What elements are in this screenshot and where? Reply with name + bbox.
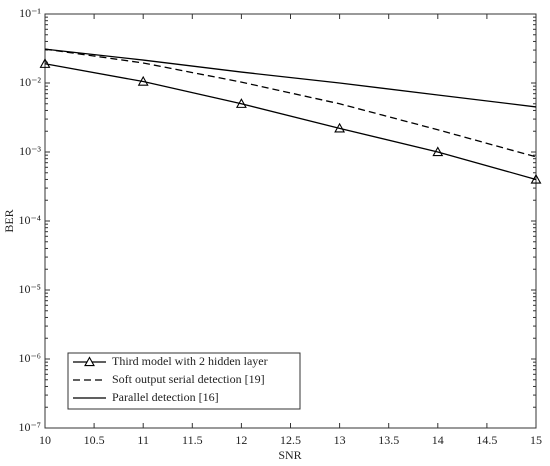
legend-label: Soft output serial detection [19] xyxy=(112,372,265,386)
y-tick-label: 10⁻⁶ xyxy=(18,351,41,365)
x-tick-label: 11 xyxy=(137,433,149,447)
y-tick-label: 10⁻² xyxy=(19,75,41,89)
y-tick-label: 10⁻¹ xyxy=(19,6,41,20)
y-tick-label: 10⁻⁷ xyxy=(18,420,41,434)
x-tick-label: 13 xyxy=(334,433,346,447)
y-tick-label: 10⁻⁴ xyxy=(18,213,41,227)
x-axis-title: SNR xyxy=(278,448,301,462)
x-tick-label: 13.5 xyxy=(378,433,399,447)
x-tick-label: 10 xyxy=(39,433,51,447)
x-tick-label: 11.5 xyxy=(182,433,203,447)
x-tick-label: 10.5 xyxy=(84,433,105,447)
y-tick-label: 10⁻⁵ xyxy=(18,282,41,296)
legend-box xyxy=(67,352,301,410)
series-line xyxy=(44,63,537,181)
legend-label: Third model with 2 hidden layer xyxy=(112,354,268,368)
marker xyxy=(530,173,542,184)
x-tick-label: 14 xyxy=(432,433,444,447)
y-tick-label: 10⁻³ xyxy=(19,144,41,158)
series-line xyxy=(44,48,537,108)
marker xyxy=(432,146,444,157)
y-axis-title: BER xyxy=(2,209,16,232)
legend-label: Parallel detection [16] xyxy=(112,390,219,404)
series-line xyxy=(44,48,537,158)
marker xyxy=(137,75,149,86)
marker xyxy=(334,122,346,133)
x-tick-label: 12 xyxy=(235,433,247,447)
marker xyxy=(235,98,247,108)
x-tick-label: 15 xyxy=(530,433,542,447)
x-tick-label: 14.5 xyxy=(476,433,497,447)
marker xyxy=(39,58,51,68)
legend-marker xyxy=(84,356,95,367)
x-tick-label: 12.5 xyxy=(280,433,301,447)
